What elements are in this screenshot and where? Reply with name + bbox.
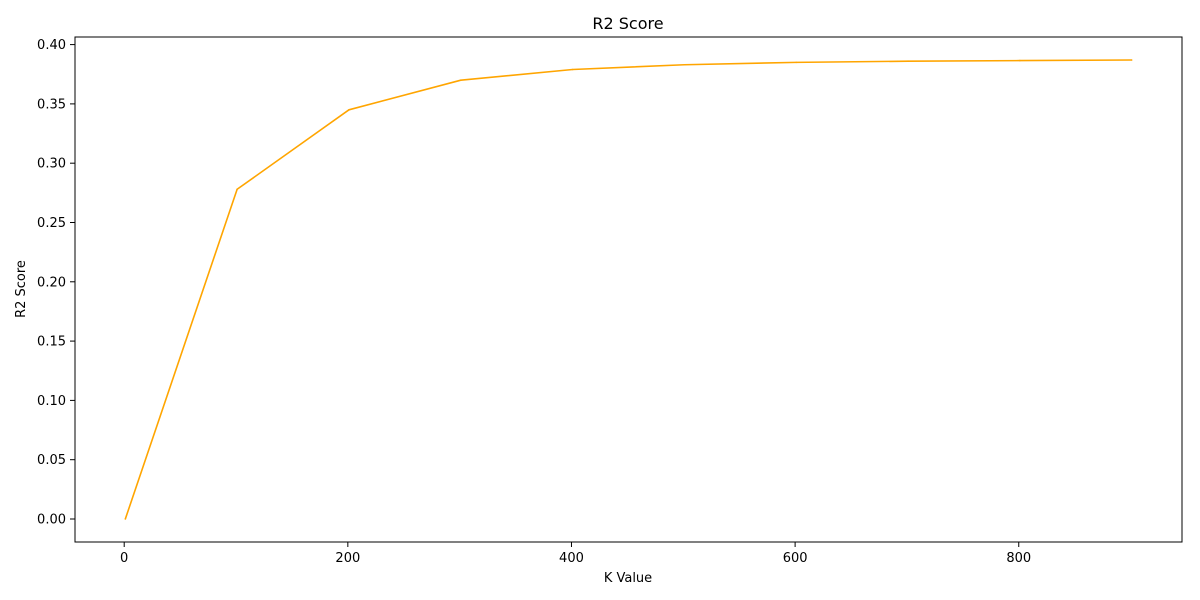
data-point [683, 63, 686, 66]
y-tick-label: 0.40 [37, 38, 66, 53]
y-axis-ticks: 0.00 0.05 0.10 0.15 0.20 0.25 0.30 0.35 0.40 [37, 38, 75, 527]
x-tick-label: 0 [120, 551, 128, 566]
plot-area [74, 36, 1183, 543]
y-tick-label: 0.30 [37, 157, 66, 172]
data-point [348, 109, 350, 111]
y-tick-label: 0.35 [37, 97, 66, 112]
data-point [907, 60, 909, 62]
y-tick-label: 0.10 [37, 394, 66, 409]
data-point [124, 518, 127, 520]
data-point [571, 68, 574, 71]
y-tick-label: 0.20 [37, 275, 66, 290]
x-tick-label: 200 [335, 551, 360, 566]
data-point [795, 61, 798, 64]
data-point [236, 188, 238, 191]
series-line [124, 59, 1132, 520]
x-axis-ticks: 0 200 400 600 800 [120, 542, 1031, 566]
chart-title: R2 Score [592, 14, 663, 33]
data-point [1130, 59, 1133, 61]
data-point [459, 79, 462, 81]
x-tick-label: 600 [783, 551, 808, 566]
plot-frame [74, 36, 1183, 543]
y-tick-label: 0.00 [37, 512, 66, 527]
x-axis-label: K Value [604, 571, 652, 586]
series-layer [124, 59, 1133, 520]
y-tick-label: 0.25 [37, 216, 66, 231]
x-tick-label: 800 [1006, 551, 1031, 566]
y-axis-label: R2 Score [14, 260, 29, 318]
data-point [1019, 59, 1021, 62]
y-tick-label: 0.15 [37, 335, 66, 350]
x-tick-label: 400 [559, 551, 584, 566]
y-tick-label: 0.05 [37, 453, 66, 468]
